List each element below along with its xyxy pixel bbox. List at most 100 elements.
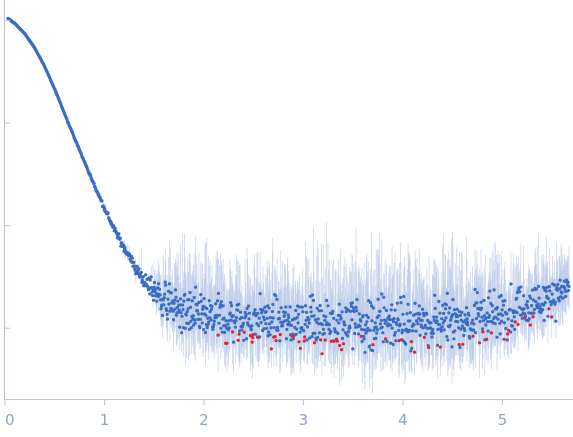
data-point <box>392 333 397 337</box>
data-point <box>148 278 152 282</box>
data-point <box>371 306 375 310</box>
data-point <box>553 300 558 304</box>
data-point <box>103 207 107 211</box>
data-point <box>277 316 281 321</box>
outlier-point <box>250 340 254 344</box>
data-point <box>268 316 273 320</box>
x-tick-label: 1 <box>100 411 110 429</box>
data-point <box>199 293 203 297</box>
data-point <box>453 329 457 333</box>
outlier-point <box>478 341 482 345</box>
data-point <box>475 301 479 305</box>
data-point <box>167 302 171 306</box>
data-point <box>549 303 553 307</box>
data-point <box>417 316 421 320</box>
data-point <box>262 318 266 322</box>
data-point <box>378 322 382 326</box>
data-point <box>158 298 163 302</box>
data-point <box>420 318 424 322</box>
data-point <box>230 304 234 308</box>
data-point <box>525 303 529 307</box>
data-point <box>322 331 326 336</box>
data-point <box>554 319 558 323</box>
data-point <box>217 313 222 317</box>
data-point <box>370 348 375 353</box>
outlier-point <box>359 334 363 338</box>
data-point <box>486 296 491 300</box>
outlier-point <box>248 334 252 338</box>
data-point <box>265 316 269 320</box>
data-point <box>510 324 514 328</box>
data-point <box>326 304 330 308</box>
data-point <box>141 275 145 279</box>
data-point <box>378 309 382 313</box>
data-point <box>563 286 567 290</box>
data-point <box>435 343 440 347</box>
data-point <box>173 298 177 302</box>
data-point <box>304 318 308 322</box>
data-point <box>505 338 509 342</box>
outlier-point <box>531 315 535 319</box>
data-point <box>458 313 463 317</box>
data-point <box>365 320 369 324</box>
data-point <box>485 311 489 315</box>
data-point <box>168 309 172 313</box>
data-point <box>201 307 205 311</box>
data-point <box>479 306 484 310</box>
data-point <box>388 323 392 327</box>
data-point <box>355 309 359 313</box>
data-point <box>288 305 292 309</box>
data-point <box>296 321 300 325</box>
data-point <box>327 323 331 327</box>
data-point <box>332 316 336 320</box>
outlier-point <box>323 338 327 342</box>
data-point <box>555 286 559 290</box>
data-point <box>448 306 452 310</box>
data-point <box>444 303 448 307</box>
data-point <box>358 324 362 328</box>
data-point <box>348 326 352 330</box>
data-point <box>259 321 263 325</box>
data-point <box>212 323 216 327</box>
data-point <box>314 338 318 342</box>
data-point <box>233 325 237 329</box>
data-point <box>174 295 178 299</box>
outlier-point <box>335 339 339 343</box>
data-point <box>504 326 508 331</box>
data-point <box>520 316 524 320</box>
data-point <box>562 279 566 283</box>
data-point <box>418 333 422 337</box>
data-point <box>132 264 136 268</box>
data-point <box>140 278 144 282</box>
data-point <box>271 316 275 320</box>
data-point <box>173 307 177 311</box>
data-point <box>193 318 197 322</box>
data-point <box>464 306 469 310</box>
data-point <box>240 328 244 332</box>
data-point <box>366 315 370 320</box>
data-point <box>374 325 378 329</box>
data-point <box>442 328 446 332</box>
data-point <box>456 320 460 324</box>
data-point <box>337 302 341 306</box>
data-point <box>327 327 331 331</box>
data-point <box>435 319 439 323</box>
data-point <box>183 326 187 330</box>
data-point <box>313 318 317 322</box>
data-point <box>148 292 152 296</box>
data-point <box>174 313 178 317</box>
data-point <box>231 340 236 344</box>
data-point <box>542 303 546 307</box>
data-point <box>246 304 251 308</box>
data-point <box>158 293 162 297</box>
data-point <box>179 297 183 301</box>
data-point <box>264 310 268 314</box>
data-point <box>359 319 363 323</box>
data-point <box>159 307 163 311</box>
data-point <box>388 318 392 322</box>
data-point <box>285 327 289 331</box>
outlier-point <box>489 331 493 335</box>
data-point <box>392 317 396 321</box>
data-point <box>295 327 299 331</box>
outlier-point <box>471 334 475 338</box>
